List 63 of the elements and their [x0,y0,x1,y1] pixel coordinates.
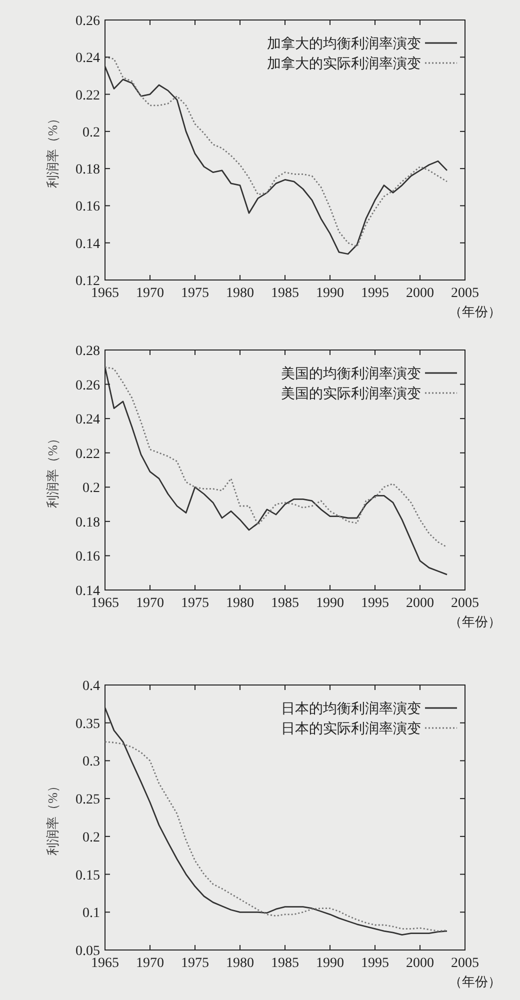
x-tick-label: 2000 [406,596,434,611]
x-tick-label: 1980 [226,956,254,971]
y-tick-label: 0.14 [76,584,100,599]
y-tick-label: 0.18 [76,515,100,530]
x-tick-label: 2000 [406,286,434,301]
y-tick-label: 0.15 [76,868,100,884]
x-tick-label: 1975 [181,286,209,301]
x-tick-label: 1985 [271,596,299,611]
y-tick-label: 0.2 [82,481,100,496]
y-axis-title: 利润率（%） [45,432,60,508]
x-tick-label: 1990 [316,286,344,301]
y-tick-label: 0.26 [76,14,100,29]
y-tick-label: 0.1 [82,906,100,922]
legend-label: 日本的实际利润率演变 [281,721,421,737]
x-tick-label: 2000 [406,956,434,971]
legend-label: 日本的均衡利润率演变 [281,701,421,717]
x-tick-label: 1970 [136,596,164,611]
y-tick-label: 0.14 [76,236,100,252]
x-tick-label: 2005 [451,596,479,611]
x-tick-label: 1965 [91,596,119,611]
y-tick-label: 0.16 [76,550,100,565]
x-tick-label: 1970 [136,956,164,971]
x-tick-label: 1985 [271,956,299,971]
y-tick-label: 0.4 [82,679,100,694]
x-tick-label: 1990 [316,596,344,611]
x-tick-label: 2005 [451,286,479,301]
y-tick-label: 0.25 [76,792,100,808]
y-tick-label: 0.24 [76,51,100,66]
legend-label: 美国的实际利润率演变 [281,386,421,402]
x-tick-label: 1975 [181,596,209,611]
x-tick-label: 1965 [91,956,119,971]
x-axis-title: （年份） [449,614,501,629]
y-tick-label: 0.24 [76,412,100,428]
x-tick-label: 1970 [136,286,164,301]
y-tick-label: 0.2 [82,125,100,140]
x-tick-label: 1980 [226,286,254,301]
y-tick-label: 0.12 [76,274,100,289]
y-tick-label: 0.05 [76,944,100,959]
x-tick-label: 1985 [271,286,299,301]
x-tick-label: 1995 [361,956,389,971]
y-tick-label: 0.35 [76,716,100,732]
y-tick-label: 0.3 [82,754,100,770]
legend-label: 加拿大的实际利润率演变 [267,56,421,72]
x-tick-label: 1980 [226,596,254,611]
y-tick-label: 0.16 [76,200,100,215]
x-tick-label: 1965 [91,286,119,301]
y-tick-label: 0.18 [76,162,100,178]
legend-label: 美国的均衡利润率演变 [281,366,421,382]
x-tick-label: 2005 [451,956,479,971]
y-tick-label: 0.28 [76,344,100,359]
x-tick-label: 1975 [181,956,209,971]
y-axis-title: 利润率（%） [45,780,60,856]
x-tick-label: 1995 [361,596,389,611]
y-tick-label: 0.22 [76,88,100,104]
y-axis-title: 利润率（%） [45,112,60,188]
x-tick-label: 1990 [316,956,344,971]
x-tick-label: 1995 [361,286,389,301]
x-axis-title: （年份） [449,974,501,989]
y-tick-label: 0.26 [76,378,100,394]
y-tick-label: 0.22 [76,446,100,462]
legend-label: 加拿大的均衡利润率演变 [267,36,421,52]
y-tick-label: 0.2 [82,830,100,846]
x-axis-title: （年份） [449,304,501,319]
